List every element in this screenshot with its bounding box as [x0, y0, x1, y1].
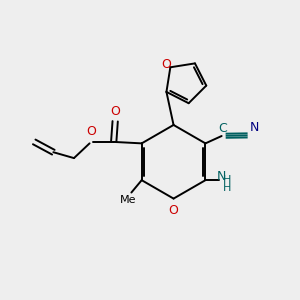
Text: O: O [161, 58, 171, 71]
Text: H: H [223, 175, 232, 185]
Text: O: O [169, 204, 178, 217]
Text: O: O [110, 105, 120, 118]
Text: N: N [217, 170, 226, 183]
Text: C: C [219, 122, 227, 134]
Text: Me: Me [120, 196, 137, 206]
Text: O: O [86, 125, 96, 138]
Text: N: N [250, 121, 259, 134]
Text: H: H [223, 182, 232, 193]
